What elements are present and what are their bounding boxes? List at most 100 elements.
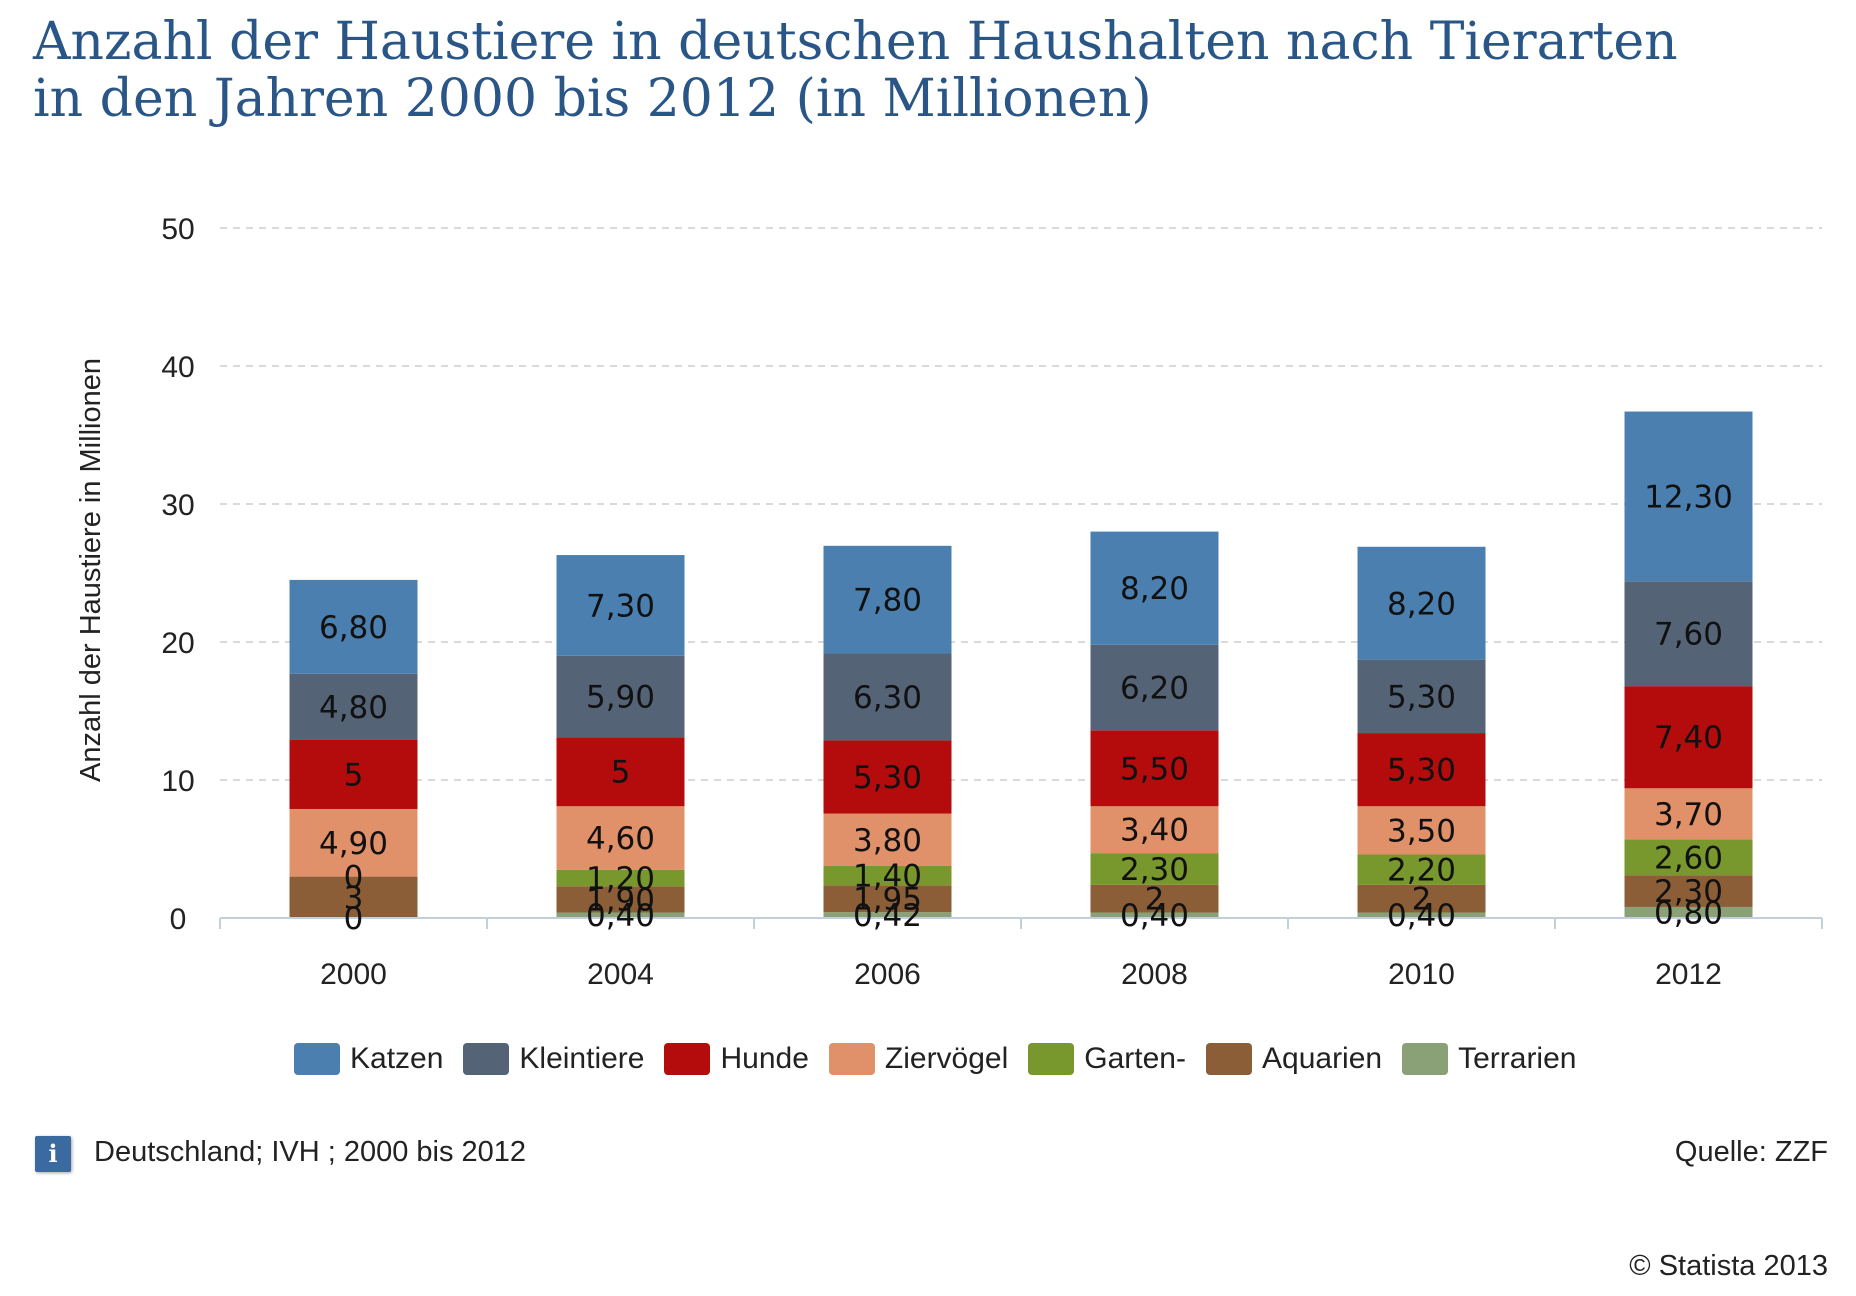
data-label: 4,60 [586,821,655,857]
data-label: 2,30 [1120,852,1189,888]
bar-segment [1624,686,1753,789]
bar-segment [1357,912,1486,918]
legend-swatch [463,1043,510,1075]
data-label: 3,70 [1654,797,1723,833]
legend-swatch [294,1043,340,1075]
bar-segment [289,876,418,918]
bar-segment [1090,644,1219,731]
legend-swatch [1028,1043,1075,1075]
bar-segment [1090,531,1219,645]
bar-segment [556,912,685,918]
gridlines [220,227,1822,781]
legend-item[interactable]: Garten- [1028,1042,1186,1076]
y-tick-label: 40 [161,351,194,384]
data-label: 1,95 [853,882,922,918]
data-label: 5,30 [853,760,922,796]
bar-segment [1090,912,1219,918]
bar-segment [289,579,418,674]
data-label: 1,90 [586,882,655,918]
bar-segment [1357,806,1486,855]
data-label: 3,40 [1120,813,1189,849]
legend-item[interactable]: Terrarien [1402,1042,1576,1076]
x-tick-label: 2004 [587,958,654,991]
legend: Katzen Kleintiere Hunde Ziervögel Garten- Aqu… [294,1042,1596,1076]
legend-item[interactable]: Kleintiere [463,1042,644,1076]
x-axis [219,917,1823,929]
data-label: 5,90 [586,680,655,716]
y-axis-ticks: 0 10 20 30 40 50 [161,213,194,936]
data-label: 5,30 [1387,753,1456,789]
data-label: 4,90 [319,826,388,862]
y-tick-label: 10 [161,765,194,798]
data-label: 2,20 [1387,853,1456,889]
y-tick-label: 0 [170,903,187,936]
data-label: 1,20 [586,861,655,897]
bar-segment [1357,546,1486,660]
legend-swatch [1402,1043,1449,1075]
data-label: 5 [344,757,364,793]
bar-segment [1090,806,1219,854]
data-label: 7,40 [1654,720,1723,756]
bar-segment [1090,853,1219,885]
bar-segment [1624,581,1753,687]
data-label: 5,30 [1387,680,1456,716]
legend-item[interactable]: Hunde [664,1042,809,1076]
data-label: 6,30 [853,680,922,716]
bar-segment [823,885,952,913]
bar-segment [1357,733,1486,807]
legend-swatch [828,1043,875,1075]
data-label: 2 [1145,882,1165,918]
info-icon[interactable]: i [35,1136,71,1172]
bar-segment [1357,854,1486,885]
data-label: 7,30 [586,588,655,624]
data-label: 0,40 [1387,898,1456,934]
data-label: 6,80 [319,610,388,646]
data-label: 5,50 [1120,751,1189,787]
bar-segment [823,653,952,741]
data-label: 6,20 [1120,671,1189,707]
bar-segment [823,865,952,886]
data-label: 0 [344,860,364,896]
bar-segment [556,555,685,656]
data-label: 8,20 [1387,586,1456,622]
legend-label: Hunde [720,1042,809,1075]
bar-segment [289,739,418,809]
legend-item[interactable]: Aquarien [1206,1042,1382,1076]
bar-segment [823,912,952,918]
bar-segment [1624,788,1753,840]
legend-label: Kleintiere [519,1042,645,1075]
data-label: 0 [344,901,364,937]
data-label: 3 [344,880,364,916]
x-tick-label: 2006 [854,958,921,991]
legend-swatch [664,1043,711,1075]
data-label: 0,40 [1120,898,1189,934]
bar-segment [556,806,685,870]
data-label: 4,80 [319,690,388,726]
chart-title-line-1: Anzahl der Haustiere in deutschen Hausha… [33,12,1678,72]
bar-segment [556,869,685,887]
y-tick-label: 30 [161,489,194,522]
legend-item[interactable]: Katzen [294,1042,443,1076]
bar-segment [823,740,952,814]
bar-segment [823,813,952,866]
bar-segment [289,808,418,877]
legend-label: Ziervögel [884,1042,1009,1075]
data-label: 2 [1412,882,1432,918]
bar-segment [1090,884,1219,913]
bar-segment [1624,875,1753,907]
bar-segment [1624,839,1753,876]
data-label: 8,20 [1120,571,1189,607]
y-axis-label: Anzahl der Haustiere in Millionen [75,358,107,782]
data-label: 2,30 [1654,874,1723,910]
x-tick-label: 2012 [1655,958,1722,991]
legend-label: Garten- [1084,1042,1186,1075]
bar-segment [289,673,418,740]
bar-segment [556,655,685,738]
data-label: 3,80 [853,823,922,859]
legend-item[interactable]: Ziervögel [828,1042,1009,1076]
data-label: 2,60 [1654,840,1723,876]
legend-label: Aquarien [1262,1042,1383,1075]
chart-title: Anzahl der Haustiere in deutschen Hausha… [33,14,1833,128]
bar-segment [1624,906,1753,918]
bar-segment [556,886,685,913]
